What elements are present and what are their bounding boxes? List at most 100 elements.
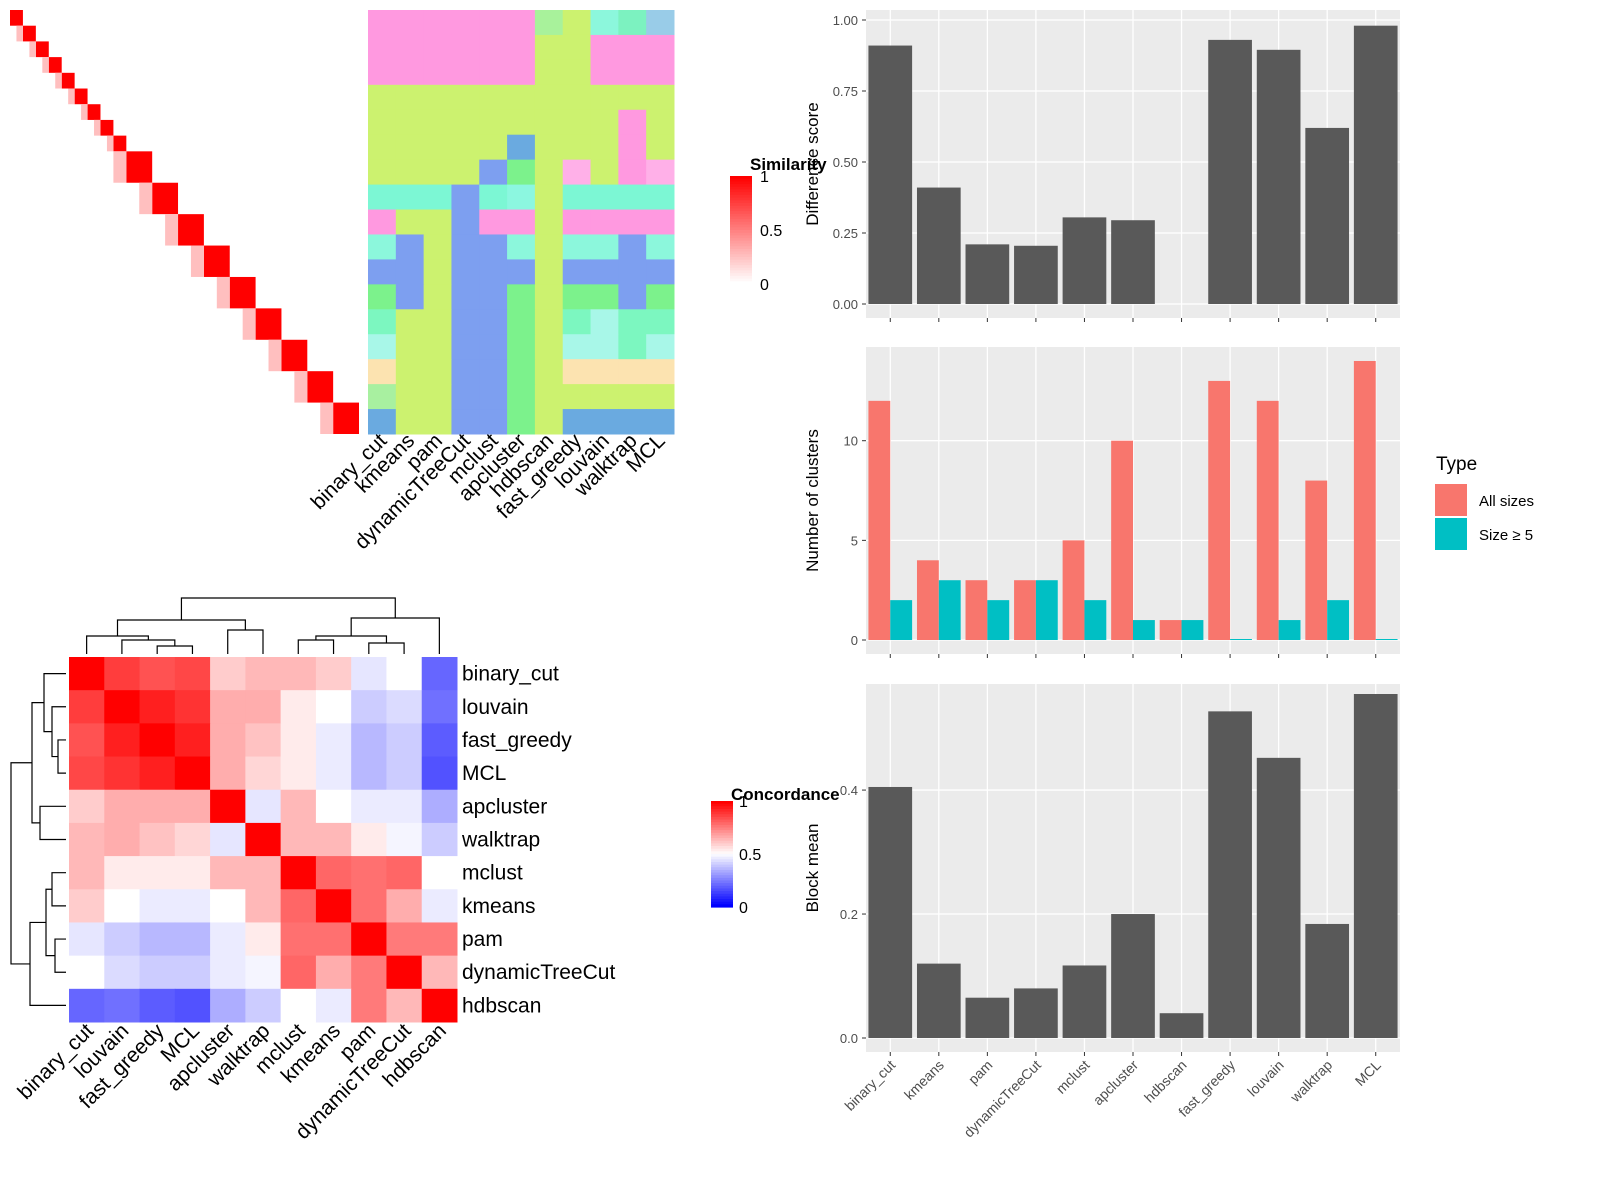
concordance-cell bbox=[351, 756, 387, 791]
x-tick-label: pam bbox=[965, 1057, 996, 1088]
similarity-block bbox=[281, 339, 308, 372]
similarity-legend-swatch bbox=[730, 265, 752, 269]
concordance-legend-swatch bbox=[711, 822, 733, 826]
similarity-legend-swatch bbox=[730, 221, 752, 226]
concordance-cell bbox=[280, 822, 317, 857]
assignment-cell bbox=[507, 10, 536, 36]
concordance-cell bbox=[104, 723, 141, 758]
assignment-cell bbox=[646, 109, 675, 136]
similarity-legend-swatch bbox=[730, 230, 752, 234]
concordance-cell bbox=[351, 789, 387, 824]
bar bbox=[1305, 923, 1350, 1038]
dendrogram-branch bbox=[156, 645, 194, 654]
similarity-legend-swatch bbox=[730, 224, 752, 228]
similarity-legend-swatch bbox=[730, 257, 752, 261]
concordance-cell bbox=[139, 922, 176, 957]
similarity-block bbox=[126, 151, 153, 183]
assignment-cell bbox=[646, 159, 675, 186]
similarity-block bbox=[100, 119, 114, 136]
concordance-cell bbox=[104, 889, 141, 923]
concordance-legend-swatch bbox=[711, 904, 733, 908]
similarity-legend-tick: 0.5 bbox=[760, 223, 782, 240]
concordance-cell bbox=[174, 789, 211, 824]
assignment-cell bbox=[368, 334, 397, 360]
dendrogram-branch bbox=[51, 706, 66, 758]
assignment-cell bbox=[646, 234, 675, 260]
concordance-cell bbox=[386, 955, 423, 990]
concordance-cell bbox=[315, 756, 352, 791]
concordance-cell bbox=[280, 922, 317, 957]
concordance-cell bbox=[174, 955, 211, 990]
concordance-cell bbox=[104, 988, 141, 1023]
concordance-row-label: pam bbox=[462, 928, 503, 951]
concordance-legend-swatch bbox=[711, 827, 733, 831]
assignment-cell bbox=[395, 159, 425, 186]
assignment-cell bbox=[395, 10, 425, 36]
assignment-cell bbox=[479, 34, 508, 61]
concordance-cell bbox=[315, 822, 352, 857]
concordance-cell bbox=[69, 723, 105, 758]
assignment-cell bbox=[423, 59, 452, 86]
cluster-method-labels: binary_cutkmeanspamdynamicTreeCutmclusta… bbox=[307, 429, 670, 554]
concordance-legend-swatch bbox=[711, 835, 733, 839]
assignment-cell bbox=[618, 134, 647, 161]
assignment-cell bbox=[618, 384, 647, 410]
assignment-cell bbox=[395, 234, 425, 260]
assignment-cell bbox=[534, 34, 564, 61]
concordance-cell bbox=[421, 789, 458, 824]
x-tick-label: binary_cut bbox=[841, 1057, 898, 1114]
concordance-cell bbox=[174, 856, 211, 890]
similarity-block bbox=[152, 182, 179, 215]
number-of-clusters-chart: 0 5 10 Number of clusters bbox=[803, 347, 1400, 658]
bar-size-ge-5 bbox=[1133, 620, 1155, 640]
similarity-legend-swatch bbox=[730, 259, 752, 263]
similarity-block bbox=[61, 72, 75, 89]
assignment-cell bbox=[562, 384, 592, 410]
concordance-cell bbox=[210, 988, 246, 1023]
concordance-cell bbox=[139, 856, 176, 890]
concordance-cell bbox=[421, 822, 458, 857]
similarity-block bbox=[203, 245, 230, 277]
similarity-block bbox=[35, 41, 49, 58]
assignment-cell bbox=[507, 284, 536, 310]
concordance-cell bbox=[245, 756, 282, 791]
assignment-cell bbox=[646, 309, 675, 335]
concordance-row-label: kmeans bbox=[462, 895, 536, 918]
assignment-cell bbox=[479, 134, 508, 161]
y-axis-title: Difference score bbox=[803, 102, 822, 225]
concordance-row-label: fast_greedy bbox=[462, 729, 572, 752]
concordance-cell bbox=[351, 723, 387, 758]
bar-all-sizes bbox=[1208, 380, 1231, 640]
assignment-cell bbox=[646, 34, 675, 61]
bar-all-sizes bbox=[868, 400, 891, 640]
concordance-cell bbox=[139, 657, 176, 691]
assignment-cell bbox=[395, 209, 425, 235]
assignment-cell bbox=[590, 184, 619, 211]
concordance-cell bbox=[245, 690, 282, 724]
assignment-cell bbox=[395, 59, 425, 86]
assignment-cell bbox=[451, 134, 480, 161]
assignment-cell bbox=[534, 334, 564, 360]
assignment-cell bbox=[590, 409, 619, 435]
assignment-cell bbox=[479, 109, 508, 136]
concordance-legend-swatch bbox=[711, 901, 733, 905]
similarity-legend-swatch bbox=[730, 194, 752, 199]
type-legend-key bbox=[1435, 518, 1467, 550]
concordance-row-label: mclust bbox=[462, 862, 523, 885]
assignment-cell bbox=[646, 134, 675, 161]
assignment-cell bbox=[590, 334, 619, 360]
assignment-cell bbox=[479, 10, 508, 36]
assignment-cell bbox=[646, 10, 675, 36]
difference-score-chart: 0.00 0.25 0.50 0.75 1.00 Difference score bbox=[803, 10, 1400, 322]
assignment-cell bbox=[590, 384, 619, 410]
assignment-cell bbox=[646, 384, 675, 410]
similarity-offdiag-cell bbox=[165, 214, 179, 246]
concordance-legend-swatch bbox=[711, 808, 733, 813]
type-legend-key bbox=[1435, 484, 1467, 516]
concordance-cell bbox=[386, 889, 423, 923]
similarity-offdiag-cell bbox=[190, 245, 204, 277]
dendrogram-branch bbox=[29, 921, 66, 1007]
assignment-cell bbox=[590, 159, 619, 186]
similarity-legend-swatch bbox=[730, 273, 752, 277]
assignment-cell bbox=[479, 184, 508, 211]
